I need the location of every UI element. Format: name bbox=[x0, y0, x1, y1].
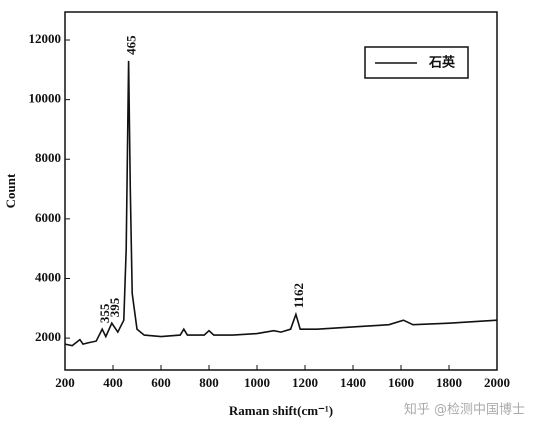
y-tick-label: 4000 bbox=[35, 269, 61, 284]
x-axis-label: Raman shift(cm⁻¹) bbox=[229, 403, 333, 418]
legend-label: 石英 bbox=[428, 55, 456, 71]
y-tick-label: 10000 bbox=[29, 91, 62, 106]
y-tick-label: 2000 bbox=[35, 329, 61, 344]
plot-frame bbox=[64, 11, 498, 371]
x-tick-label: 200 bbox=[55, 375, 75, 390]
x-tick-label: 1600 bbox=[388, 375, 414, 390]
x-tick-label: 800 bbox=[199, 375, 219, 390]
y-tick-label: 12000 bbox=[29, 31, 62, 46]
x-tick-label: 2000 bbox=[484, 375, 510, 390]
x-tick-label: 600 bbox=[151, 375, 171, 390]
x-tick-label: 1400 bbox=[340, 375, 366, 390]
peak-label: 1162 bbox=[291, 283, 306, 308]
x-tick-label: 1800 bbox=[436, 375, 462, 390]
x-tick-label: 1000 bbox=[244, 375, 270, 390]
peak-label: 395 bbox=[107, 297, 122, 317]
x-tick-label: 1200 bbox=[292, 375, 318, 390]
y-axis-label: Count bbox=[3, 173, 18, 208]
y-tick-label: 8000 bbox=[35, 150, 61, 165]
peak-label: 465 bbox=[124, 35, 139, 55]
spectrum-line bbox=[64, 60, 498, 347]
y-tick-label: 6000 bbox=[35, 210, 61, 225]
watermark: 知乎 @检测中国博士 bbox=[404, 402, 525, 418]
x-tick-label: 400 bbox=[103, 375, 123, 390]
peak-label: 355 bbox=[97, 303, 112, 323]
